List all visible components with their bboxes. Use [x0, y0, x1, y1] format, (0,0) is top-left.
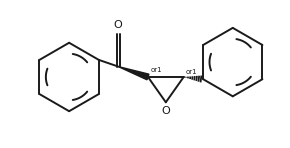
- Polygon shape: [118, 67, 149, 80]
- Text: or1: or1: [150, 67, 162, 73]
- Text: or1: or1: [186, 69, 198, 75]
- Text: O: O: [114, 20, 123, 30]
- Text: O: O: [162, 106, 170, 116]
